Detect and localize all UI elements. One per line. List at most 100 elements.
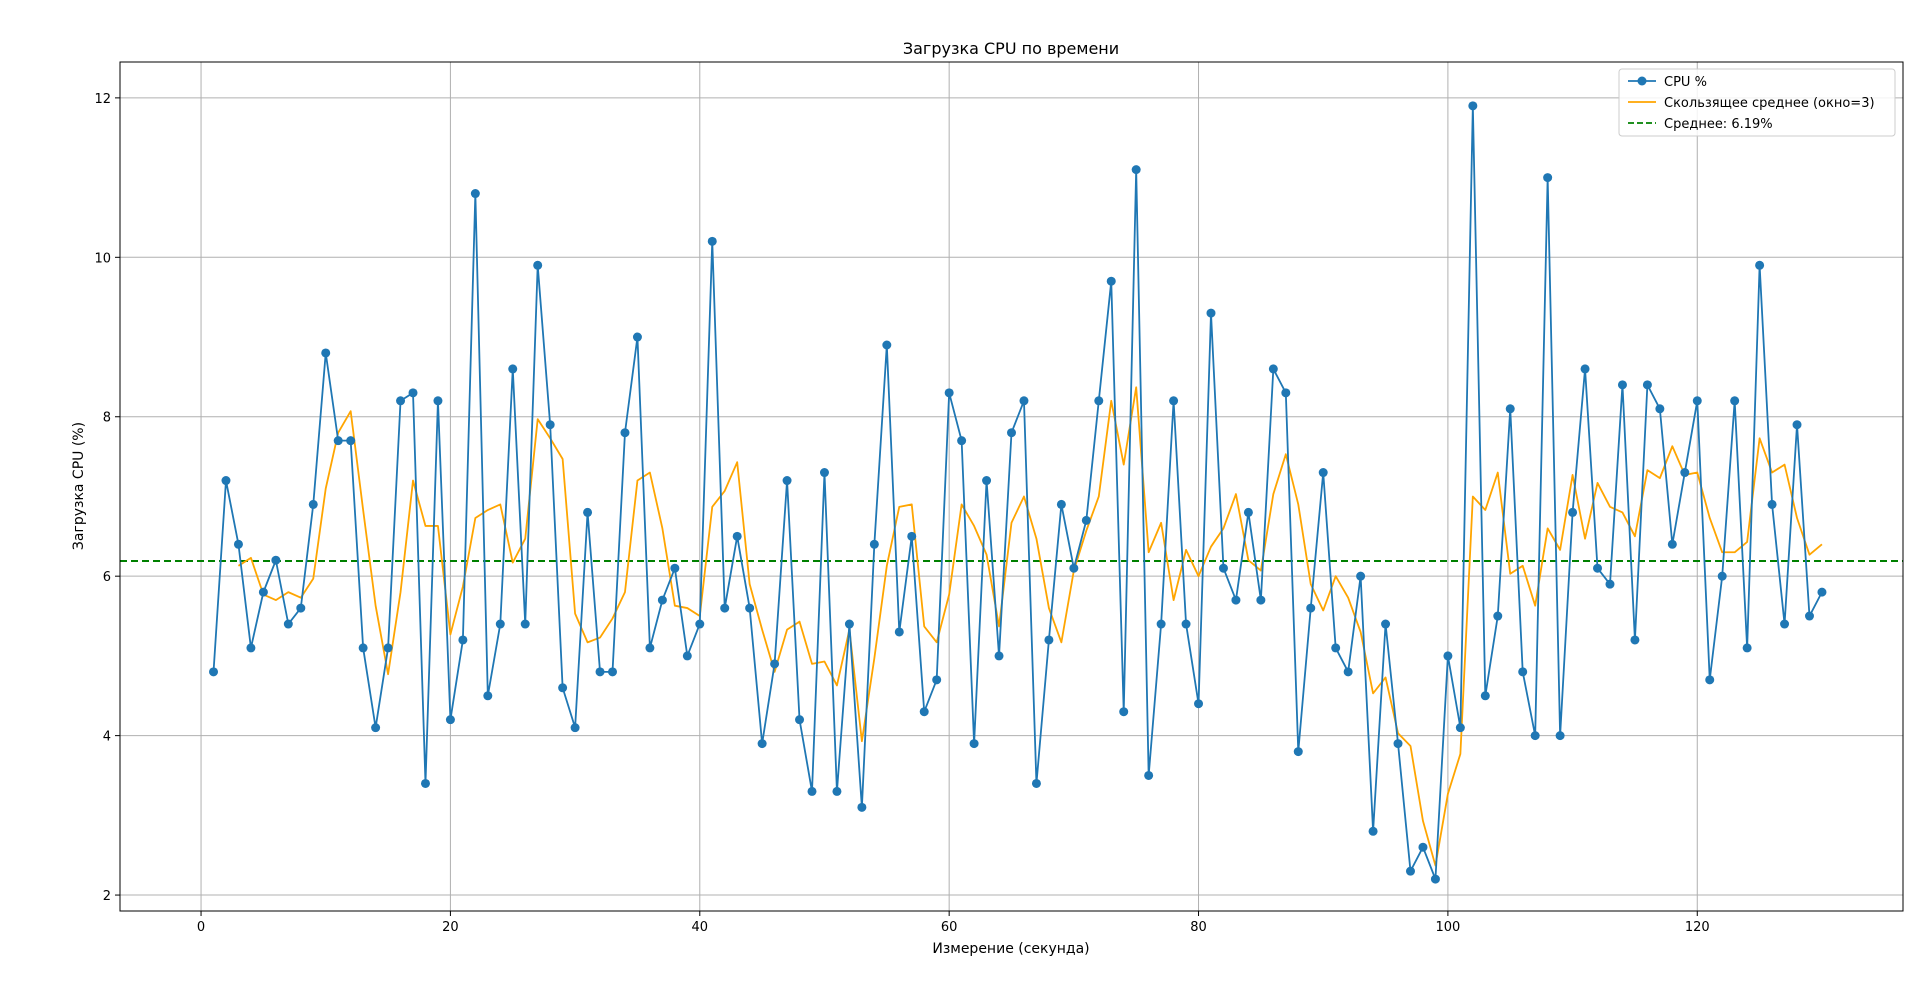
- cpu-point: [1281, 388, 1291, 398]
- cpu-point: [583, 507, 593, 517]
- cpu-point: [1381, 619, 1391, 629]
- cpu-point: [246, 643, 256, 653]
- cpu-point: [1530, 731, 1540, 741]
- cpu-point: [1393, 739, 1403, 749]
- cpu-point: [1617, 380, 1627, 390]
- cpu-point: [857, 802, 867, 812]
- cpu-point: [932, 675, 942, 685]
- cpu-point: [1730, 396, 1740, 406]
- cpu-point: [1318, 468, 1328, 478]
- cpu-point: [408, 388, 418, 398]
- cpu-point: [271, 555, 281, 565]
- cpu-point: [1356, 571, 1366, 581]
- cpu-point: [620, 428, 630, 438]
- y-tick-label: 8: [103, 411, 111, 426]
- cpu-point: [396, 396, 406, 406]
- cpu-point: [570, 723, 580, 733]
- cpu-point: [433, 396, 443, 406]
- cpu-point: [209, 667, 219, 677]
- cpu-point: [1680, 468, 1690, 478]
- cpu-point: [420, 778, 430, 788]
- grid: [120, 62, 1903, 911]
- x-tick-label: 60: [941, 920, 958, 935]
- cpu-point: [745, 603, 755, 613]
- cpu-point: [296, 603, 306, 613]
- cpu-point: [333, 436, 343, 446]
- cpu-point: [982, 476, 992, 486]
- cpu-point: [1293, 747, 1303, 757]
- cpu-point: [1505, 404, 1515, 414]
- cpu-point: [483, 691, 493, 701]
- cpu-point: [1231, 595, 1241, 605]
- cpu-point: [907, 531, 917, 541]
- y-tick-label: 12: [94, 92, 111, 107]
- cpu-point: [1144, 770, 1154, 780]
- cpu-point: [782, 476, 792, 486]
- cpu-point: [1717, 571, 1727, 581]
- cpu-point: [508, 364, 518, 374]
- legend-cpu-label: CPU %: [1664, 75, 1707, 90]
- legend-ma-label: Скользящее среднее (окно=3): [1664, 96, 1875, 111]
- cpu-point: [1256, 595, 1266, 605]
- cpu-point: [1780, 619, 1790, 629]
- cpu-point: [1480, 691, 1490, 701]
- cpu-point: [1156, 619, 1166, 629]
- cpu-point: [1568, 507, 1578, 517]
- cpu-point: [795, 715, 805, 725]
- cpu-point: [882, 340, 892, 350]
- cpu-point: [1094, 396, 1104, 406]
- cpu-point: [1243, 507, 1253, 517]
- cpu-point: [832, 786, 842, 796]
- cpu-point: [1331, 643, 1341, 653]
- y-tick-label: 2: [103, 889, 111, 904]
- x-tick-label: 120: [1685, 920, 1710, 935]
- cpu-point: [1306, 603, 1316, 613]
- x-tick-label: 100: [1435, 920, 1460, 935]
- y-tick-label: 10: [94, 251, 111, 266]
- cpu-point: [383, 643, 393, 653]
- cpu-point: [558, 683, 568, 693]
- cpu-point: [520, 619, 530, 629]
- cpu-point: [595, 667, 605, 677]
- cpu-point: [1181, 619, 1191, 629]
- cpu-point: [258, 587, 268, 597]
- cpu-point: [1692, 396, 1702, 406]
- cpu-point: [545, 420, 555, 430]
- cpu-point: [1580, 364, 1590, 374]
- cpu-point: [1056, 499, 1066, 509]
- cpu-point: [919, 707, 929, 717]
- cpu-point: [1655, 404, 1665, 414]
- moving-average-line: [237, 386, 1823, 867]
- cpu-point: [1081, 515, 1091, 525]
- cpu-point: [1792, 420, 1802, 430]
- cpu-point: [346, 436, 356, 446]
- cpu-point: [1194, 699, 1204, 709]
- cpu-point: [1593, 563, 1603, 573]
- cpu-point: [695, 619, 705, 629]
- legend-mean-label: Среднее: 6.19%: [1664, 117, 1773, 132]
- cpu-point: [445, 715, 455, 725]
- cpu-point: [1206, 308, 1216, 318]
- y-axis-label: Загрузка CPU (%): [71, 422, 87, 550]
- y-axis-ticks: 2 4 6 8 10 12: [94, 92, 120, 904]
- cpu-point: [1007, 428, 1016, 438]
- cpu-point: [944, 388, 954, 398]
- cpu-point: [632, 332, 642, 342]
- cpu-point: [1705, 675, 1715, 685]
- cpu-point: [1755, 260, 1765, 270]
- cpu-point: [1468, 101, 1478, 111]
- cpu-point: [1443, 651, 1453, 661]
- cpu-point: [1106, 276, 1116, 286]
- x-axis-ticks: 0 20 40 60 80 100 120: [197, 911, 1710, 935]
- cpu-point: [1493, 611, 1503, 621]
- cpu-point: [732, 531, 742, 541]
- cpu-point: [470, 189, 480, 199]
- y-tick-label: 4: [103, 730, 111, 745]
- cpu-point: [1119, 707, 1129, 717]
- cpu-point: [645, 643, 655, 653]
- moving-average-series: [237, 386, 1823, 867]
- cpu-point: [720, 603, 730, 613]
- cpu-point: [221, 476, 231, 486]
- cpu-point: [770, 659, 780, 669]
